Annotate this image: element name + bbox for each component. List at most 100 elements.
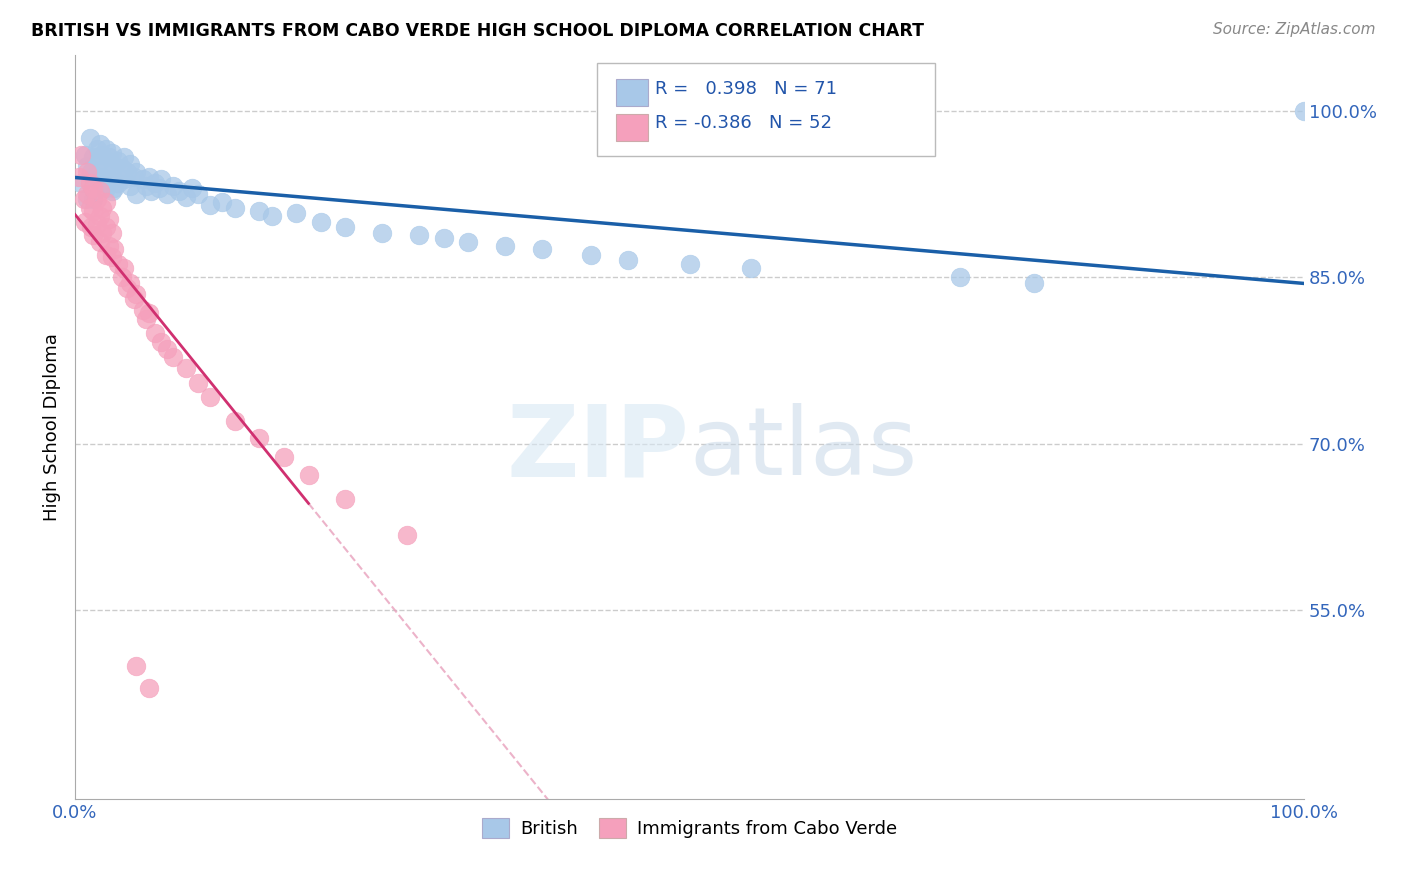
Point	[91, 202, 114, 216]
Point	[107, 257, 129, 271]
Text: ZIP: ZIP	[506, 401, 689, 498]
Text: BRITISH VS IMMIGRANTS FROM CABO VERDE HIGH SCHOOL DIPLOMA CORRELATION CHART: BRITISH VS IMMIGRANTS FROM CABO VERDE HI…	[31, 22, 924, 40]
Point	[247, 431, 270, 445]
Point	[98, 150, 121, 164]
Point	[1294, 103, 1316, 118]
Point	[169, 184, 191, 198]
Point	[112, 172, 135, 186]
Point	[125, 164, 148, 178]
Point	[131, 172, 153, 186]
Point	[162, 179, 184, 194]
Point	[111, 161, 134, 176]
Point	[156, 186, 179, 201]
Point	[125, 658, 148, 673]
Point	[98, 212, 121, 227]
Point	[80, 220, 103, 235]
Point	[89, 184, 111, 198]
Point	[72, 193, 94, 207]
Point	[174, 190, 197, 204]
Point	[86, 143, 108, 157]
Point	[115, 164, 138, 178]
Point	[143, 326, 166, 340]
Point	[86, 193, 108, 207]
Text: atlas: atlas	[689, 403, 918, 495]
Point	[70, 148, 93, 162]
Point	[73, 214, 96, 228]
Point	[162, 350, 184, 364]
Point	[94, 143, 117, 157]
Legend: British, Immigrants from Cabo Verde: British, Immigrants from Cabo Verde	[475, 810, 904, 846]
Point	[101, 250, 124, 264]
Point	[94, 194, 117, 209]
Point	[297, 467, 319, 482]
Point	[101, 145, 124, 160]
Point	[309, 214, 332, 228]
Point	[494, 239, 516, 253]
FancyBboxPatch shape	[616, 113, 648, 141]
Point	[112, 150, 135, 164]
Point	[94, 161, 117, 176]
Point	[70, 176, 93, 190]
Point	[82, 203, 104, 218]
Point	[141, 184, 163, 198]
Text: R =   0.398   N = 71: R = 0.398 N = 71	[655, 79, 837, 97]
Point	[120, 157, 142, 171]
Point	[408, 227, 430, 242]
Point	[200, 390, 222, 404]
Point	[67, 170, 90, 185]
Point	[180, 181, 202, 195]
Point	[122, 170, 145, 185]
Y-axis label: High School Diploma: High School Diploma	[44, 333, 60, 521]
Point	[107, 176, 129, 190]
Point	[89, 136, 111, 151]
Point	[115, 281, 138, 295]
Point	[433, 231, 456, 245]
Point	[94, 181, 117, 195]
Point	[82, 193, 104, 207]
Point	[120, 179, 142, 194]
Point	[949, 270, 972, 285]
Point	[138, 170, 160, 185]
Point	[1022, 276, 1045, 290]
Point	[103, 243, 125, 257]
Point	[131, 303, 153, 318]
Point	[89, 209, 111, 223]
Point	[79, 202, 101, 216]
Point	[740, 261, 762, 276]
Point	[224, 202, 246, 216]
Point	[86, 217, 108, 231]
Point	[247, 203, 270, 218]
Point	[80, 164, 103, 178]
Point	[76, 193, 98, 207]
Point	[531, 243, 554, 257]
Point	[371, 226, 394, 240]
Text: Source: ZipAtlas.com: Source: ZipAtlas.com	[1212, 22, 1375, 37]
Point	[678, 257, 700, 271]
Point	[82, 227, 104, 242]
Point	[457, 235, 479, 249]
Point	[143, 176, 166, 190]
Point	[86, 164, 108, 178]
Point	[98, 239, 121, 253]
FancyBboxPatch shape	[598, 62, 935, 155]
Point	[150, 172, 173, 186]
Point	[82, 181, 104, 195]
Point	[120, 276, 142, 290]
Point	[211, 194, 233, 209]
Point	[89, 235, 111, 249]
Point	[122, 293, 145, 307]
Point	[579, 248, 602, 262]
Point	[103, 181, 125, 195]
Point	[135, 179, 157, 194]
Point	[273, 450, 295, 464]
Point	[135, 312, 157, 326]
Point	[103, 159, 125, 173]
Point	[174, 361, 197, 376]
Point	[187, 376, 209, 390]
Point	[125, 186, 148, 201]
Point	[107, 153, 129, 168]
Point	[91, 226, 114, 240]
Point	[335, 220, 357, 235]
Point	[98, 172, 121, 186]
Point	[138, 681, 160, 695]
